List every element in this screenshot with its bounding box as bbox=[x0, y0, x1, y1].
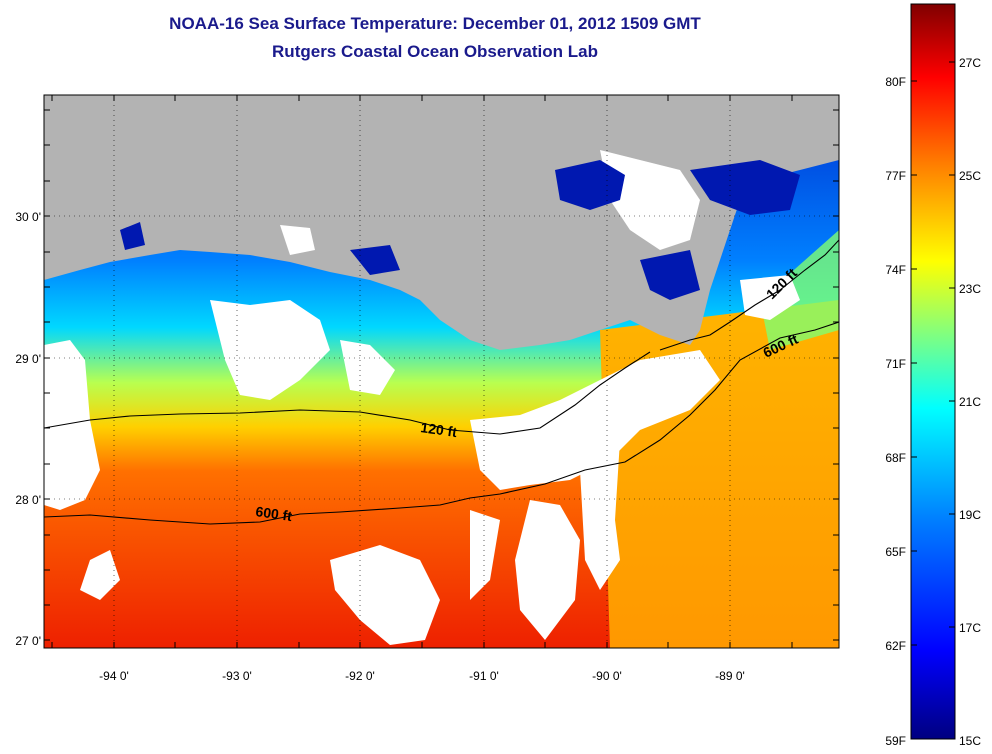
colorbar-f-label: 68F bbox=[885, 451, 906, 465]
colorbar-c-label: 23C bbox=[959, 282, 981, 296]
cold-bay-water bbox=[120, 160, 800, 300]
graticule bbox=[44, 95, 839, 648]
map-subtitle: Rutgers Coastal Ocean Observation Lab bbox=[272, 42, 598, 61]
isobath-contours bbox=[44, 239, 839, 525]
lon-label: -94 0' bbox=[99, 669, 129, 683]
colorbar-c-label: 15C bbox=[959, 734, 981, 748]
contour-600ft-west bbox=[44, 321, 839, 525]
colorbar-c-label: 17C bbox=[959, 621, 981, 635]
map-frame bbox=[43, 94, 840, 649]
colorbar-f-label: 77F bbox=[885, 169, 906, 183]
colorbar-c-label: 19C bbox=[959, 508, 981, 522]
colorbar bbox=[910, 3, 956, 740]
warm-east-water bbox=[600, 300, 839, 648]
latitude-labels: 30 0' 29 0' 28 0' 27 0' bbox=[15, 210, 41, 648]
colorbar-ticks bbox=[911, 61, 955, 646]
colorbar-f-label: 74F bbox=[885, 263, 906, 277]
longitude-labels: -94 0' -93 0' -92 0' -91 0' -90 0' -89 0… bbox=[99, 669, 745, 683]
contour-label-120ft-west: 120 ft bbox=[420, 419, 459, 440]
colorbar-f-label: 80F bbox=[885, 75, 906, 89]
lat-label: 30 0' bbox=[15, 210, 41, 224]
contour-120ft-west bbox=[44, 351, 651, 435]
colorbar-c-label: 27C bbox=[959, 56, 981, 70]
colorbar-c-label: 21C bbox=[959, 395, 981, 409]
colorbar-f-label: 65F bbox=[885, 545, 906, 559]
lon-label: -93 0' bbox=[222, 669, 252, 683]
contour-120ft-east bbox=[659, 239, 839, 351]
lat-label: 28 0' bbox=[15, 493, 41, 507]
lon-label: -89 0' bbox=[715, 669, 745, 683]
colorbar-f-label: 59F bbox=[885, 734, 906, 748]
lon-label: -90 0' bbox=[592, 669, 622, 683]
lat-label: 29 0' bbox=[15, 352, 41, 366]
colorbar-f-label: 71F bbox=[885, 357, 906, 371]
colorbar-c-label: 25C bbox=[959, 169, 981, 183]
colorbar-f-label: 62F bbox=[885, 639, 906, 653]
land-mass bbox=[44, 95, 839, 350]
fahrenheit-labels: 80F 77F 74F 71F 68F 65F 62F 59F bbox=[885, 75, 906, 748]
lon-label: -92 0' bbox=[345, 669, 375, 683]
lon-label: -91 0' bbox=[469, 669, 499, 683]
lat-label: 27 0' bbox=[15, 634, 41, 648]
map-title: NOAA-16 Sea Surface Temperature: Decembe… bbox=[169, 14, 701, 33]
contour-label-600ft-west: 600 ft bbox=[255, 503, 294, 524]
map-area bbox=[44, 95, 839, 648]
celsius-labels: 27C 25C 23C 21C 19C 17C 15C bbox=[959, 56, 981, 748]
axis-ticks bbox=[44, 95, 839, 648]
